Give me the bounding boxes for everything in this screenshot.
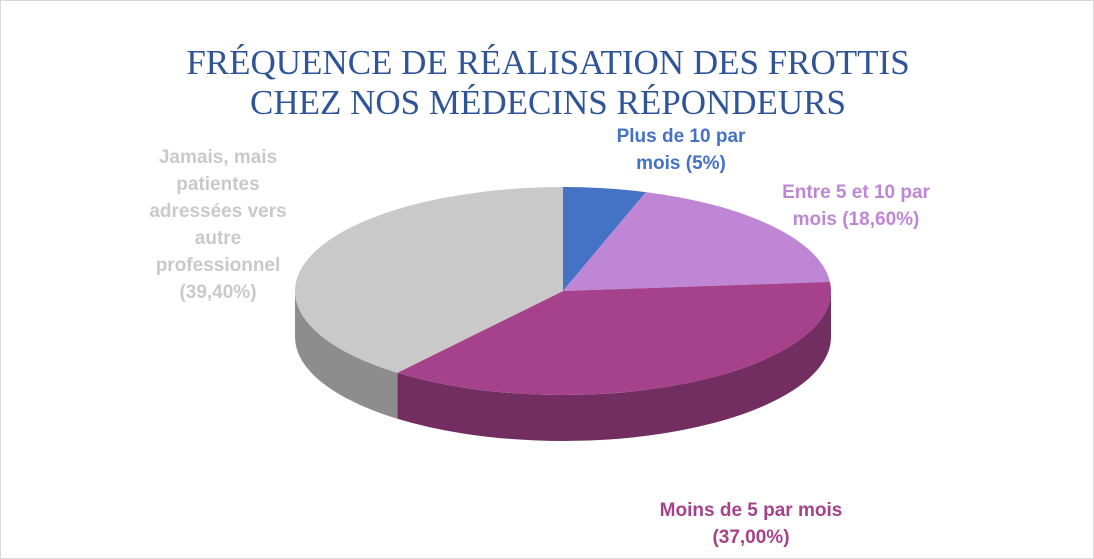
- chart-title: FRÉQUENCE DE RÉALISATION DES FROTTIS CHE…: [186, 43, 910, 122]
- value-label: (18,60%): [842, 209, 920, 230]
- value-label: (37,00%): [712, 527, 790, 548]
- category-label: Jamais, mais patientes adressées vers au…: [149, 147, 287, 276]
- slice-side: [295, 291, 398, 419]
- data-label: Moins de 5 par mois (37,00%): [651, 497, 851, 551]
- data-label: Entre 5 et 10 par mois (18,60%): [766, 179, 946, 233]
- data-label: Jamais, mais patientes adressées vers au…: [133, 144, 303, 306]
- category-label: Moins de 5 par mois: [659, 500, 843, 521]
- category-label: Entre 5 et 10 par mois: [782, 182, 930, 230]
- category-label: Plus de 10 par mois: [616, 126, 746, 174]
- slice: [295, 187, 563, 373]
- slice: [397, 281, 831, 395]
- slice-side: [397, 291, 831, 441]
- data-label: Plus de 10 par mois (5%): [596, 123, 766, 177]
- slice: [563, 192, 830, 291]
- slice: [563, 187, 646, 291]
- value-label: (5%): [685, 153, 726, 174]
- value-label: (39,40%): [179, 282, 257, 303]
